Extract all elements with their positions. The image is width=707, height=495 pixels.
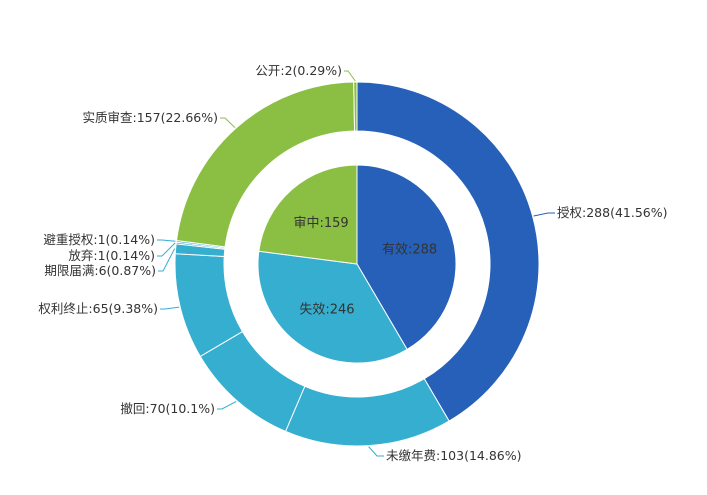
leader-line-7	[220, 117, 236, 128]
inner-slice-label-0: 有效:288	[382, 243, 437, 258]
leader-line-0	[533, 212, 555, 217]
inner-slice-label-1: 失效:246	[299, 302, 354, 317]
outer-slice-label-2: 撤回:70(10.1%)	[120, 401, 215, 416]
outer-slice-1[interactable]	[284, 378, 450, 447]
outer-slice-8[interactable]	[353, 81, 358, 132]
leader-line-1	[368, 446, 384, 457]
outer-slice-label-5: 放弃:1(0.14%)	[68, 248, 155, 263]
slice-labels: 授权:288(41.56%) 未缴年费:103(14.86%) 撤回:70(10.1…	[38, 63, 667, 463]
outer-slice-0[interactable]	[356, 81, 540, 422]
outer-slice-label-0: 授权:288(41.56%)	[557, 205, 668, 220]
leader-line-5	[157, 242, 176, 257]
outer-ring	[174, 81, 540, 447]
outer-slice-label-1: 未缴年费:103(14.86%)	[386, 448, 522, 463]
inner-ring: 有效:288 失效:246 审中:159	[257, 164, 457, 364]
inner-slice-0[interactable]	[356, 164, 457, 351]
outer-slice-label-3: 权利终止:65(9.38%)	[38, 301, 158, 316]
inner-slice-label-2: 审中:159	[293, 216, 348, 231]
inner-slice-1[interactable]	[257, 250, 408, 364]
outer-slice-label-4: 期限届满:6(0.87%)	[44, 263, 156, 278]
leader-lines	[157, 70, 555, 457]
outer-slice-label-6: 避重授权:1(0.14%)	[43, 232, 155, 247]
leader-line-4	[158, 248, 176, 272]
outer-slice-label-7: 实质审查:157(22.66%)	[83, 110, 219, 125]
leader-line-8	[344, 70, 356, 82]
outer-slice-label-8: 公开:2(0.29%)	[255, 63, 342, 78]
inner-slice-2[interactable]	[258, 164, 358, 265]
leader-line-6	[157, 239, 176, 242]
leader-line-2	[217, 401, 237, 410]
leader-line-3	[160, 306, 180, 310]
